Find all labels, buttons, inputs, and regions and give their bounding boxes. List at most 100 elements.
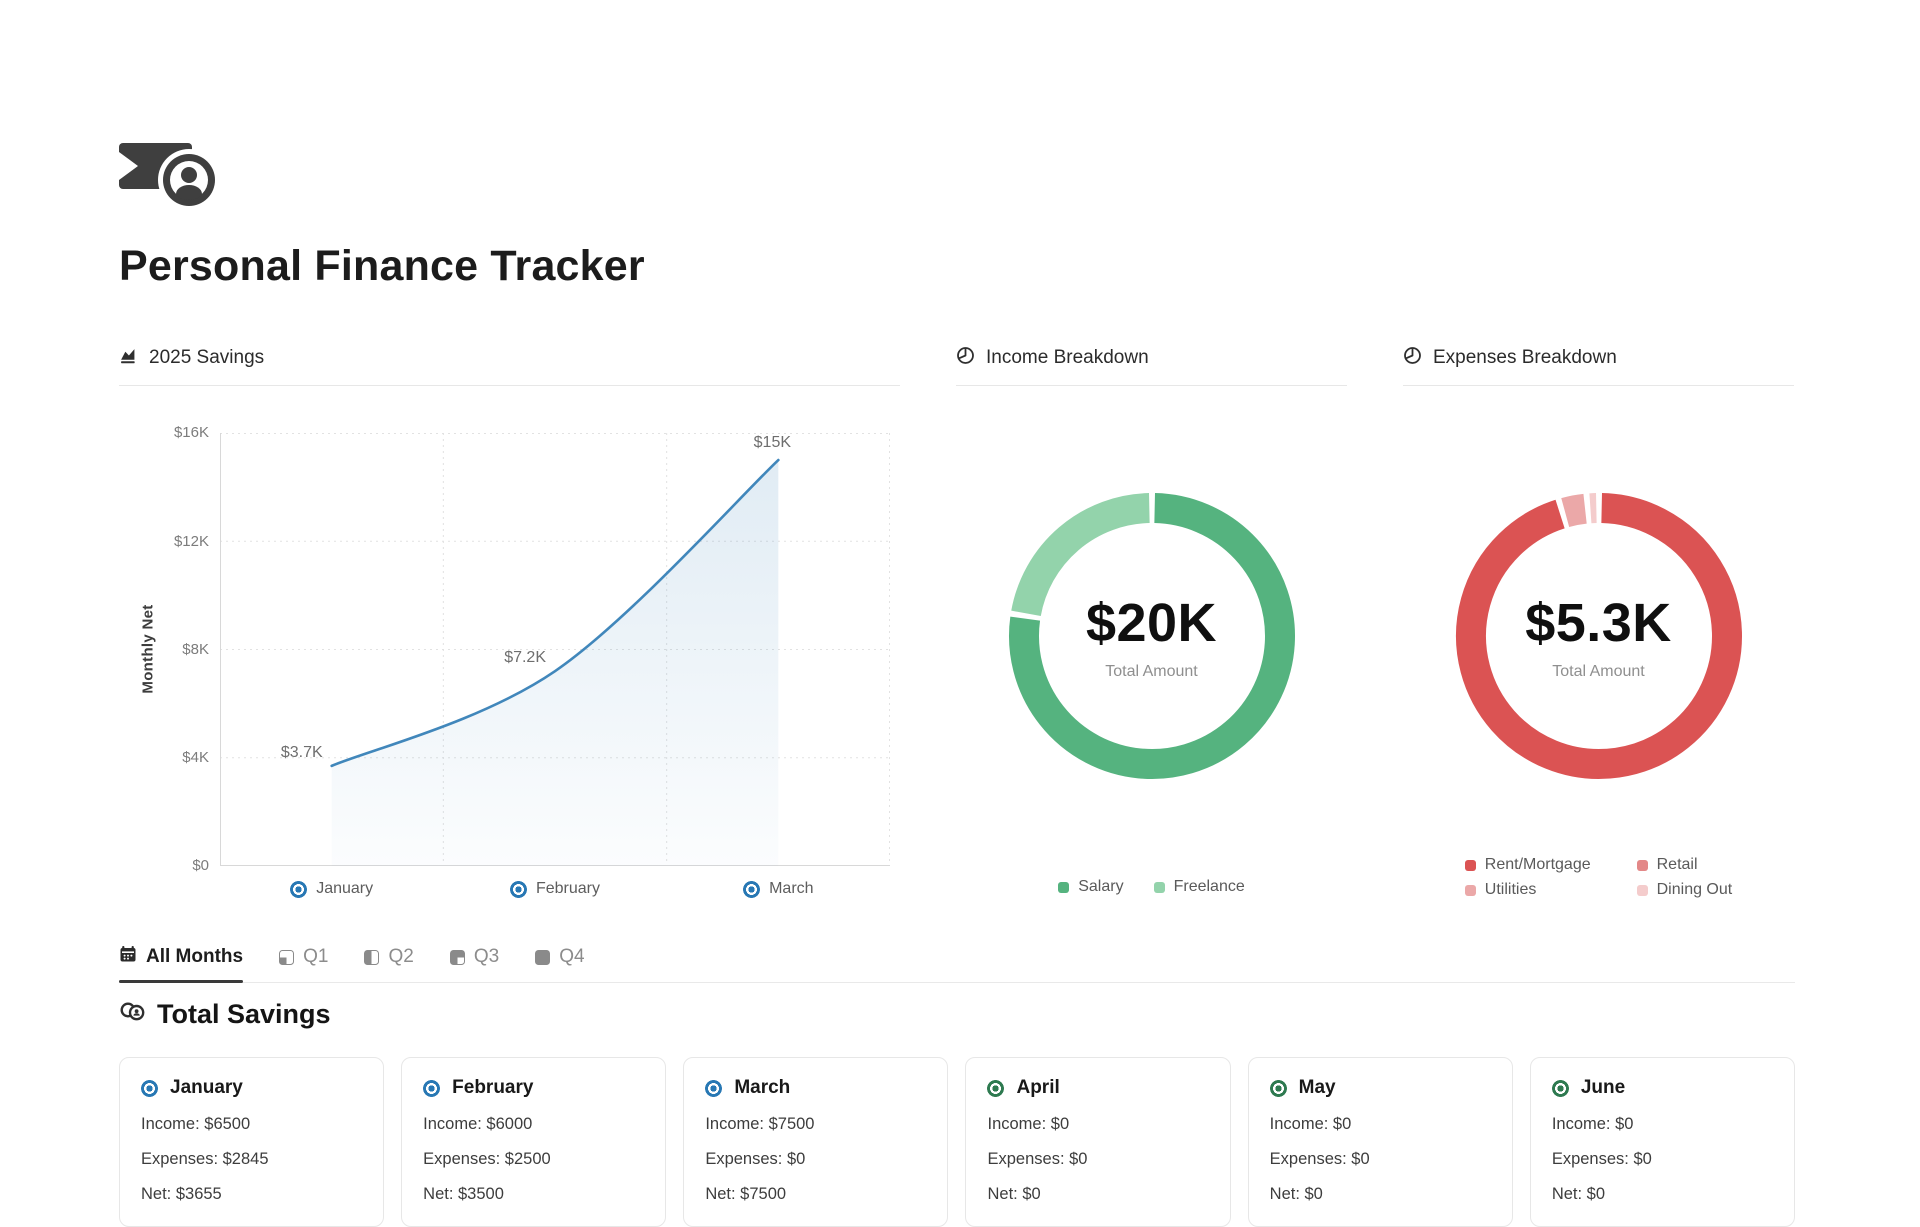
expenses-legend: Rent/Mortgage Retail Utilities Dining Ou… [1464, 856, 1733, 899]
quarter-2-icon [364, 949, 380, 965]
expenses-chart-title: Expenses Breakdown [1433, 347, 1617, 368]
page-header: Personal Finance Tracker [119, 0, 1795, 291]
pie-chart-icon [956, 346, 975, 370]
svg-text:$7.2K: $7.2K [504, 649, 546, 666]
legend-item-freelance: Freelance [1153, 878, 1245, 896]
income-line: Income: $0 [987, 1115, 1070, 1133]
expenses-total: $5.3K [1525, 592, 1672, 653]
income-total-caption: Total Amount [1105, 662, 1198, 680]
income-line: Income: $6500 [141, 1115, 251, 1133]
x-label-march: March [667, 880, 890, 898]
savings-plot: $16K $12K $8K $4K $0 $3.7K $7.2K $15K [174, 424, 890, 874]
rent-mortgage-swatch-icon [1464, 859, 1476, 871]
expenses-line: Expenses: $2500 [423, 1150, 551, 1168]
tab-q2[interactable]: Q2 [364, 945, 414, 982]
savings-plot-zone: Monthly Net $16K $12K $8K $4K $0 $3.7K $7… [119, 424, 900, 915]
expenses-donut-center: $5.3K Total Amount [1449, 486, 1749, 786]
tab-q3[interactable]: Q3 [449, 945, 499, 982]
income-line: Income: $0 [1551, 1115, 1634, 1133]
period-tabs: All Months Q1 Q2 Q3 Q4 [119, 945, 1795, 983]
income-line: Income: $7500 [705, 1115, 815, 1133]
net-line: Net: $0 [1551, 1185, 1606, 1203]
month-card-may[interactable]: May Income: $0 Expenses: $0 Net: $0 [1247, 1057, 1513, 1227]
tab-all-months[interactable]: All Months [119, 945, 244, 983]
savings-chart-title: 2025 Savings [149, 347, 265, 368]
income-chart-card: Income Breakdown $20K Total Amount Salar… [956, 346, 1347, 896]
svg-text:$3.7K: $3.7K [281, 744, 323, 761]
coins-icon [119, 999, 146, 1030]
month-card-april[interactable]: April Income: $0 Expenses: $0 Net: $0 [965, 1057, 1231, 1227]
month-marker-icon [705, 1079, 723, 1097]
expenses-card-header: Expenses Breakdown [1403, 346, 1794, 386]
retail-swatch-icon [1636, 859, 1648, 871]
month-marker-icon [290, 880, 308, 898]
page-title: Personal Finance Tracker [119, 242, 645, 290]
month-marker-icon [509, 880, 527, 898]
income-donut: $20K Total Amount [1002, 486, 1302, 786]
expenses-line: Expenses: $0 [987, 1150, 1088, 1168]
x-label-january: January [220, 880, 443, 898]
net-line: Net: $3500 [423, 1185, 504, 1203]
expenses-line: Expenses: $0 [705, 1150, 806, 1168]
expenses-total-caption: Total Amount [1552, 662, 1645, 680]
net-line: Net: $0 [987, 1185, 1041, 1203]
tab-q4[interactable]: Q4 [535, 945, 585, 982]
legend-item-retail: Retail [1636, 856, 1733, 874]
month-marker-icon [743, 880, 761, 898]
quarter-4-icon [535, 949, 551, 965]
legend-item-utilities: Utilities [1464, 881, 1591, 899]
expenses-line: Expenses: $2845 [141, 1150, 269, 1168]
y-tick: $12K [173, 533, 209, 550]
legend-item-salary: Salary [1058, 878, 1124, 896]
tab-q1[interactable]: Q1 [279, 945, 328, 982]
freelance-swatch-icon [1153, 881, 1165, 893]
banknote-coin-icon [119, 138, 1795, 208]
month-card-header: June [1551, 1077, 1773, 1099]
expenses-donut: $5.3K Total Amount [1449, 486, 1749, 786]
expenses-chart-card: Expenses Breakdown $5.3K Total Amount Re… [1403, 346, 1794, 899]
pie-chart-icon [1403, 346, 1422, 370]
y-tick: $16K [173, 424, 209, 441]
income-line: Income: $6000 [423, 1115, 533, 1133]
income-total: $20K [1085, 592, 1218, 653]
area-chart-icon [119, 346, 138, 370]
y-tick: $0 [192, 857, 209, 874]
month-card-header: February [423, 1077, 644, 1099]
y-tick: $8K [182, 641, 209, 658]
month-card-header: January [141, 1077, 362, 1099]
month-marker-icon [423, 1079, 441, 1097]
month-card-january[interactable]: January Income: $6500 Expenses: $2845 Ne… [119, 1057, 385, 1227]
dining-out-swatch-icon [1636, 884, 1648, 896]
utilities-swatch-icon [1464, 884, 1476, 896]
month-card-header: April [987, 1077, 1208, 1099]
x-label-february: February [443, 880, 666, 898]
month-card-june[interactable]: June Income: $0 Expenses: $0 Net: $0 [1529, 1057, 1795, 1227]
month-marker-icon [1269, 1079, 1287, 1097]
income-card-header: Income Breakdown [956, 346, 1347, 386]
month-marker-icon [987, 1079, 1005, 1097]
svg-text:$15K: $15K [754, 434, 792, 451]
month-card-march[interactable]: March Income: $7500 Expenses: $0 Net: $7… [683, 1057, 949, 1227]
y-axis-title: Monthly Net [139, 604, 157, 694]
legend-item-dining-out: Dining Out [1636, 881, 1732, 899]
quarter-3-icon [449, 949, 465, 965]
month-card-header: March [705, 1077, 926, 1099]
savings-chart-card: 2025 Savings Monthly Net $16K $12K $8K $… [119, 346, 900, 915]
income-chart-title: Income Breakdown [986, 347, 1149, 368]
net-line: Net: $0 [1269, 1185, 1323, 1203]
savings-card-header: 2025 Savings [119, 346, 900, 386]
income-legend: Salary Freelance [956, 878, 1347, 896]
net-line: Net: $7500 [705, 1185, 787, 1203]
calendar-icon [119, 945, 137, 969]
income-line: Income: $0 [1269, 1115, 1352, 1133]
month-cards-row: January Income: $6500 Expenses: $2845 Ne… [119, 1057, 1795, 1227]
salary-swatch-icon [1058, 881, 1070, 893]
net-line: Net: $3655 [141, 1185, 222, 1203]
x-axis-labels: January February March [220, 880, 890, 898]
month-card-february[interactable]: February Income: $6000 Expenses: $2500 N… [401, 1057, 667, 1227]
charts-row: 2025 Savings Monthly Net $16K $12K $8K $… [119, 346, 1795, 915]
expenses-line: Expenses: $0 [1269, 1150, 1370, 1168]
y-tick: $4K [182, 749, 209, 766]
month-marker-icon [1551, 1079, 1569, 1097]
